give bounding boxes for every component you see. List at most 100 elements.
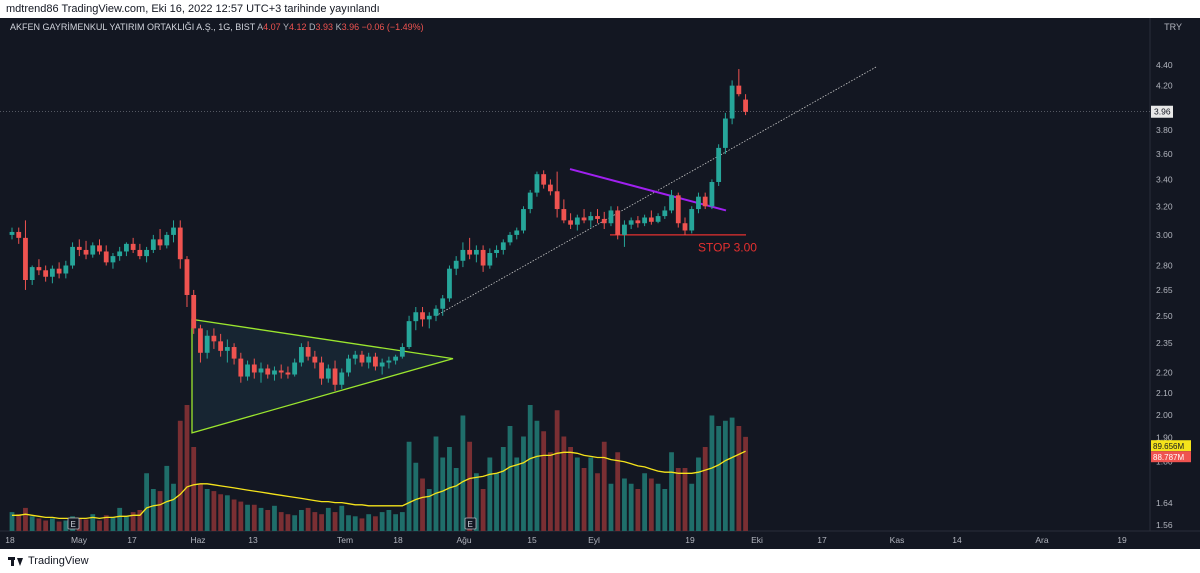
volume-bar: [682, 468, 688, 531]
volume-bar: [157, 491, 163, 531]
candle-body: [568, 220, 573, 225]
volume-bar: [494, 473, 499, 531]
volume-bar: [137, 510, 143, 531]
close-label: K: [335, 22, 342, 32]
candle-body: [574, 217, 580, 225]
currency-label: TRY: [1164, 22, 1182, 32]
brand-name: TradingView: [28, 555, 89, 567]
volume-bar: [642, 473, 648, 531]
candle-body: [184, 259, 190, 295]
candle-body: [90, 245, 96, 255]
candle-body: [298, 347, 304, 363]
candle-body: [379, 362, 385, 367]
volume-bar: [426, 489, 432, 531]
volume-bar: [150, 489, 156, 531]
low-value: 3.93: [315, 22, 334, 32]
candle-body: [702, 196, 708, 207]
candle-body: [56, 268, 62, 274]
price-tick-label: 1.64: [1156, 498, 1173, 508]
candle-body: [359, 354, 365, 363]
volume-bar: [312, 512, 318, 531]
volume-bar: [534, 420, 540, 531]
volume-bar: [554, 410, 560, 531]
volume-bar: [655, 483, 661, 531]
high-value: 4.12: [288, 22, 307, 32]
volume-bar: [103, 515, 109, 531]
candle-body: [494, 249, 499, 254]
candle-body: [500, 242, 506, 250]
volume-bar: [339, 505, 345, 531]
candle-body: [467, 249, 473, 255]
price-chart[interactable]: STOP 3.00 4.40 4.20 3.80 3.60 3.40 3.20 3.00 2.8…: [0, 18, 1200, 549]
candle-body: [198, 328, 203, 353]
volume-bar: [480, 489, 486, 531]
candle-body: [669, 195, 674, 211]
time-tick-label: 19: [685, 535, 695, 545]
candle-body: [16, 231, 22, 238]
volume-bar: [500, 447, 506, 531]
volume-bar: [662, 489, 668, 531]
open-value: 4.07: [263, 22, 281, 32]
candle-body: [716, 147, 722, 182]
volume-bar: [130, 512, 136, 531]
candle-body: [157, 239, 163, 246]
volume-bar: [285, 514, 291, 531]
time-tick-label: 18: [5, 535, 15, 545]
candle-body: [97, 245, 102, 252]
candle-body: [480, 249, 486, 266]
candle-body: [447, 268, 452, 299]
candle-body: [177, 227, 183, 260]
candle-body: [588, 216, 594, 221]
volume-bar: [420, 478, 425, 531]
volume-bar: [110, 517, 116, 531]
volume-bar: [696, 457, 701, 531]
volume-bar: [177, 420, 183, 531]
candle-body: [29, 267, 35, 281]
volume-bar: [595, 473, 600, 531]
candle-body: [386, 360, 392, 363]
candle-body: [399, 347, 405, 357]
volume-bar: [251, 504, 257, 531]
close-value: 3.96: [341, 22, 360, 32]
candle-body: [63, 265, 69, 274]
candle-body: [204, 335, 210, 353]
stop-annotation: STOP 3.00: [698, 240, 757, 254]
time-tick-label: 18: [393, 535, 403, 545]
volume-value-badge: [1151, 451, 1191, 463]
price-tick-label: 4.40: [1156, 60, 1173, 70]
candle-body: [628, 220, 634, 225]
candle-body: [245, 364, 250, 377]
candle-body: [265, 368, 271, 375]
candle-body: [608, 210, 614, 224]
price-tick-label: 1.90: [1156, 433, 1173, 443]
volume-bar: [729, 417, 735, 531]
volume-bar: [373, 516, 378, 531]
earnings-marker-label: E: [468, 520, 473, 529]
volume-bar: [440, 457, 446, 531]
publish-line: mdtrend86 TradingView.com, Eki 16, 2022 …: [6, 3, 380, 15]
chart-pane[interactable]: STOP 3.00 4.40 4.20 3.80 3.60 3.40 3.20 3.00 2.8…: [0, 18, 1200, 549]
candle-body: [507, 234, 513, 243]
candle-body: [346, 358, 351, 373]
candle-body: [642, 217, 648, 224]
time-tick-label: Eyl: [588, 535, 600, 545]
volume-bar: [386, 510, 392, 531]
volume-bar: [258, 507, 264, 531]
volume-bar: [184, 405, 190, 531]
volume-bar: [473, 473, 479, 531]
last-price-label: 3.96: [1154, 107, 1171, 117]
candle-body: [332, 368, 338, 385]
volume-bar: [144, 473, 149, 531]
candle-body: [426, 315, 432, 320]
candle-body: [238, 358, 244, 377]
volume-bar: [218, 494, 224, 531]
volume-bar: [292, 515, 298, 531]
candle-body: [460, 249, 466, 261]
candle-body: [393, 356, 399, 361]
price-tick-label: 2.50: [1156, 311, 1173, 321]
tradingview-brand[interactable]: TradingView: [8, 555, 89, 567]
volume-bar: [574, 457, 580, 531]
candle-body: [635, 220, 641, 224]
volume-bar: [319, 514, 324, 531]
volume-bar: [628, 483, 634, 531]
